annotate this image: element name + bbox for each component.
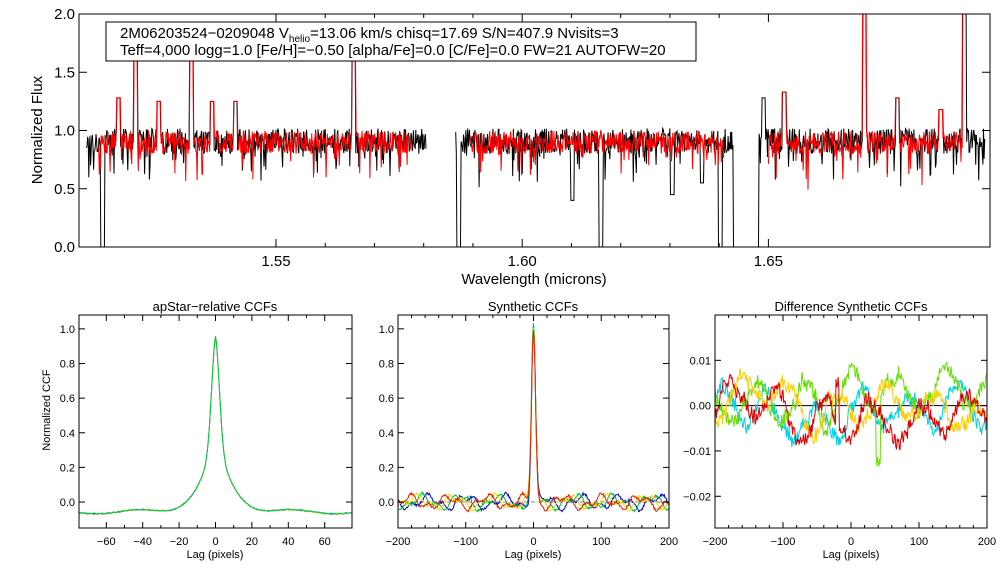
x-tick-label: 1.55 — [261, 253, 290, 270]
x-tick-label: −60 — [97, 536, 116, 548]
ccf-series-group — [79, 336, 352, 515]
x-tick-label: −20 — [170, 536, 189, 548]
model-spectrum-line — [98, 54, 412, 182]
visit-1-ccf-line — [398, 331, 669, 513]
y-tick-label: 0.01 — [690, 355, 711, 367]
x-tick-label: 20 — [246, 536, 258, 548]
difference-ccf-lines — [715, 361, 987, 467]
x-tick-label: −200 — [703, 536, 728, 548]
y-tick-label: 0.2 — [379, 462, 394, 474]
observed-spectrum-line — [756, 13, 986, 248]
y-tick-label: 1.0 — [379, 324, 394, 336]
synthetic-ccf-panel: −200 −100 0 100 200 0.0 0.2 0.4 0.6 0.8 1.0 Synthe… — [379, 299, 678, 561]
apstar-ccf-lines — [79, 336, 352, 515]
x-tick-label: −200 — [386, 536, 411, 548]
spectrum-ylabel: Normalized Flux — [29, 75, 46, 184]
diff-2-ccf-line — [715, 361, 987, 467]
x-tick-label: 100 — [592, 536, 610, 548]
synthetic-ccf-ticks: −200 −100 0 100 200 0.0 0.2 0.4 0.6 0.8 1.0 — [379, 315, 678, 548]
diff-3-ccf-line — [715, 368, 987, 446]
y-tick-label: 0.00 — [690, 401, 711, 413]
combined-ccf-line — [398, 329, 669, 513]
apstar-ccf-xlabel: Lag (pixels) — [187, 549, 244, 561]
apstar-ccf-ylabel: Normalized CCF — [41, 369, 53, 451]
model-spectrum-line — [470, 129, 725, 176]
synthetic-ccf-title: Synthetic CCFs — [488, 299, 579, 314]
visit-3-ccf-line — [398, 328, 669, 512]
synthetic-ccf-xlabel: Lag (pixels) — [505, 549, 562, 561]
x-tick-label: −100 — [453, 536, 478, 548]
visit-1-ccf-line — [79, 336, 352, 515]
x-tick-label: 0 — [848, 536, 854, 548]
y-tick-label: −0.02 — [683, 491, 711, 503]
diff-4-ccf-line — [715, 373, 987, 451]
diff-1-ccf-line — [715, 377, 987, 448]
y-tick-label: 1.0 — [54, 123, 75, 140]
apstar-ccf-frame — [78, 314, 353, 529]
spectrum-ticks: 1.55 1.60 1.65 0.0 0.5 1.0 1.5 2.0 — [54, 6, 990, 270]
x-tick-label: 40 — [282, 536, 294, 548]
y-tick-label: 0.2 — [60, 462, 75, 474]
y-tick-label: 0.4 — [379, 428, 394, 440]
x-tick-label: 1.60 — [508, 253, 537, 270]
x-tick-label: −40 — [133, 536, 152, 548]
ccf-series-group — [715, 361, 987, 467]
y-tick-label: 0.5 — [54, 181, 75, 198]
legend-box — [105, 21, 697, 62]
y-tick-label: 0.0 — [379, 497, 394, 509]
y-tick-label: 0.6 — [379, 393, 394, 405]
y-tick-label: 0.0 — [54, 239, 75, 256]
spectrum-xlabel: Wavelength (microns) — [461, 271, 606, 288]
observed-spectrum-line — [455, 126, 736, 248]
difference-ccf-xlabel: Lag (pixels) — [823, 549, 880, 561]
y-tick-label: 1.0 — [60, 324, 75, 336]
synthetic-ccf-frame — [397, 314, 670, 529]
y-tick-label: 0.0 — [60, 497, 75, 509]
x-tick-label: 200 — [660, 536, 678, 548]
y-tick-label: 2.0 — [54, 6, 75, 23]
visit-2-ccf-line — [79, 336, 352, 515]
ccf-series-group — [398, 323, 669, 513]
difference-ccf-ticks: −200 −100 0 100 200 0.01 0.00 −0.01 −0.02 — [683, 315, 996, 548]
x-tick-label: 0 — [530, 536, 536, 548]
visit-3-ccf-line — [79, 336, 352, 515]
y-tick-label: 0.4 — [60, 428, 75, 440]
apstar-ccf-panel: −60 −40 −20 0 20 40 60 0.0 0.2 0.4 0.6 0.8 1.0 apSta… — [41, 299, 353, 561]
x-tick-label: 0 — [212, 536, 218, 548]
y-tick-label: −0.01 — [683, 446, 711, 458]
visit-2-ccf-line — [398, 323, 669, 513]
x-tick-label: 60 — [319, 536, 331, 548]
x-tick-label: 200 — [978, 536, 996, 548]
legend-line-1: 2M06203524−0209048 Vhelio=13.06 km/s chi… — [120, 25, 619, 45]
apstar-ccf-ticks: −60 −40 −20 0 20 40 60 0.0 0.2 0.4 0.6 0.8 1.0 — [60, 315, 352, 548]
y-tick-label: 0.6 — [60, 393, 75, 405]
y-tick-label: 1.5 — [54, 64, 75, 81]
apstar-ccf-title: apStar−relative CCFs — [153, 299, 278, 314]
y-tick-label: 0.8 — [60, 358, 75, 370]
spectrum-panel: 1.55 1.60 1.65 0.0 0.5 1.0 1.5 2.0 2M06203524−0… — [29, 6, 991, 288]
x-tick-label: 1.65 — [754, 253, 783, 270]
difference-ccf-panel: −200 −100 0 100 200 0.01 0.00 −0.01 −0.02 Differ… — [683, 299, 996, 561]
difference-ccf-title: Difference Synthetic CCFs — [775, 299, 928, 314]
y-tick-label: 0.8 — [379, 358, 394, 370]
legend-line-2: Teff=4,000 logg=1.0 [Fe/H]=−0.50 [alpha/… — [120, 42, 666, 59]
x-tick-label: 100 — [910, 536, 928, 548]
synthetic-ccf-lines — [398, 323, 669, 513]
x-tick-label: −100 — [771, 536, 796, 548]
